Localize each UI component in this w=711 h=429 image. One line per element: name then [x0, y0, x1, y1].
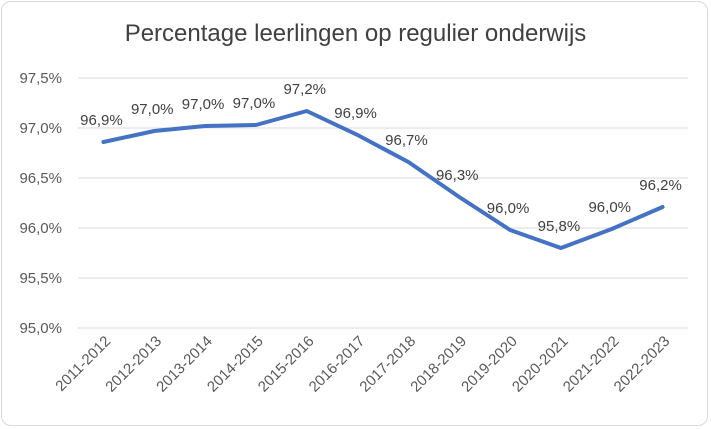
data-label: 97,0%: [233, 95, 276, 112]
y-tick-label: 96,0%: [19, 220, 62, 237]
y-tick-label: 97,5%: [19, 70, 62, 87]
y-tick-label: 95,5%: [19, 270, 62, 287]
chart-title: Percentage leerlingen op regulier onderw…: [124, 20, 587, 47]
data-label: 96,0%: [487, 200, 530, 217]
y-tick-label: 96,5%: [19, 170, 62, 187]
data-label: 95,8%: [538, 218, 581, 235]
data-label: 97,0%: [182, 96, 225, 113]
data-label: 97,0%: [131, 101, 174, 118]
data-label: 97,2%: [283, 81, 326, 98]
y-tick-label: 95,0%: [19, 320, 62, 337]
data-label: 96,9%: [334, 105, 377, 122]
x-tick-label: 2022-2023: [611, 333, 674, 396]
data-label: 96,3%: [436, 167, 479, 184]
data-label: 96,9%: [80, 112, 123, 129]
data-label: 96,2%: [639, 177, 682, 194]
series-line: [101, 109, 665, 250]
data-label: 96,0%: [588, 199, 631, 216]
y-tick-label: 97,0%: [19, 120, 62, 137]
data-label: 96,7%: [385, 132, 428, 149]
